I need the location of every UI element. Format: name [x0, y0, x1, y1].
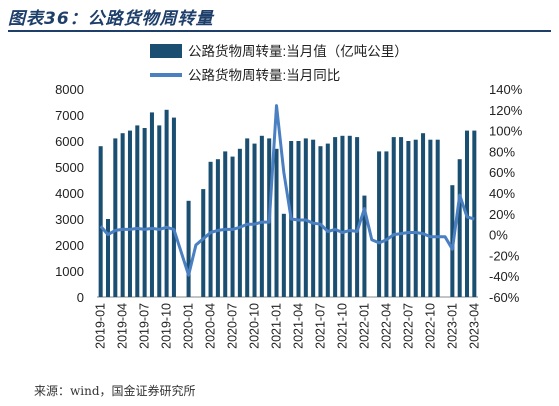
- bar: [355, 137, 360, 297]
- bar: [201, 189, 206, 297]
- y-right-tick-label: 100%: [489, 124, 523, 139]
- legend-bar-swatch: [150, 44, 182, 58]
- y-left-tick-label: 6000: [55, 134, 84, 149]
- bar: [259, 135, 264, 297]
- bar: [333, 137, 338, 297]
- bar: [281, 213, 286, 297]
- x-tick-label: 2021-10: [336, 303, 350, 349]
- bar: [237, 148, 242, 297]
- bar: [105, 219, 111, 297]
- chart-title: 图表36：公路货物周转量: [8, 9, 214, 29]
- x-tick-label: 2020-07: [226, 303, 240, 349]
- y-left-tick-label: 7000: [55, 108, 84, 123]
- bar: [428, 139, 433, 297]
- bar: [318, 146, 323, 297]
- bar: [186, 200, 191, 297]
- bar: [457, 159, 462, 297]
- source-note: 来源：wind，国金证券研究所: [34, 384, 196, 398]
- x-tick-label: 2019-10: [160, 303, 174, 349]
- y-right-tick-label: 140%: [489, 82, 523, 97]
- y-left-tick-label: 0: [77, 290, 84, 305]
- bar: [413, 139, 418, 297]
- y-right-tick-label: 0%: [489, 228, 508, 243]
- x-tick-label: 2020-04: [204, 303, 218, 349]
- x-tick-label: 2019-04: [116, 303, 130, 349]
- bar: [325, 143, 330, 297]
- bar: [230, 156, 235, 297]
- legend-bar-label: 公路货物周转量:当月值（亿吨公里）: [188, 43, 408, 59]
- y-right-tick-label: 80%: [489, 144, 515, 159]
- x-tick-label: 2019-07: [138, 303, 152, 349]
- x-tick-label: 2019-01: [94, 303, 108, 349]
- bar: [377, 151, 382, 297]
- bar: [421, 133, 426, 297]
- x-tick-label: 2020-01: [182, 303, 196, 349]
- x-tick-label: 2023-01: [445, 303, 459, 349]
- bar: [120, 133, 125, 297]
- bar: [472, 130, 477, 297]
- title-divider: [8, 30, 551, 32]
- bar: [171, 117, 176, 297]
- y-right-tick-label: -40%: [489, 269, 520, 284]
- y-right-tick-label: -20%: [489, 248, 520, 263]
- bar: [362, 195, 367, 297]
- bar: [391, 137, 396, 297]
- x-tick-label: 2021-01: [270, 303, 284, 349]
- y-left-tick-label: 4000: [55, 186, 84, 201]
- x-tick-label: 2023-04: [467, 303, 481, 349]
- y-right-tick-label: 120%: [489, 103, 523, 118]
- y-right-tick-label: 60%: [489, 165, 515, 180]
- bar: [340, 135, 345, 297]
- bar: [208, 161, 213, 297]
- bar: [274, 148, 279, 297]
- bar: [135, 125, 140, 298]
- x-tick-label: 2022-07: [401, 303, 415, 349]
- bar: [406, 141, 411, 297]
- legend-line-label: 公路货物周转量:当月同比: [188, 67, 340, 83]
- y-left-tick-label: 5000: [55, 160, 84, 175]
- bar: [252, 143, 257, 297]
- y-left-tick-label: 1000: [55, 264, 84, 279]
- y-left-tick-label: 3000: [55, 212, 84, 227]
- bar: [245, 138, 250, 297]
- y-right-tick-label: 20%: [489, 207, 515, 222]
- yoy-line: [99, 104, 475, 277]
- bar: [435, 139, 440, 297]
- bar: [98, 146, 103, 297]
- x-tick-label: 2020-10: [248, 303, 262, 349]
- bar: [127, 130, 132, 297]
- x-tick-label: 2022-01: [357, 303, 371, 349]
- x-tick-label: 2022-04: [379, 303, 393, 349]
- bar: [157, 125, 162, 298]
- bar: [384, 151, 389, 297]
- y-left-tick-label: 8000: [55, 82, 84, 97]
- bar: [311, 139, 316, 297]
- bar: [215, 159, 220, 297]
- bar: [149, 112, 154, 298]
- y-left-tick-label: 2000: [55, 238, 84, 253]
- bar: [303, 138, 308, 297]
- bar: [399, 137, 404, 297]
- bar: [113, 138, 118, 297]
- bar: [142, 128, 147, 297]
- x-tick-label: 2021-04: [292, 303, 306, 349]
- bar: [164, 109, 169, 297]
- x-tick-label: 2021-07: [314, 303, 328, 349]
- y-right-tick-label: 40%: [489, 186, 515, 201]
- bar: [347, 135, 352, 297]
- bar: [223, 151, 228, 297]
- y-right-tick-label: -60%: [489, 290, 520, 305]
- x-tick-label: 2022-10: [423, 303, 437, 349]
